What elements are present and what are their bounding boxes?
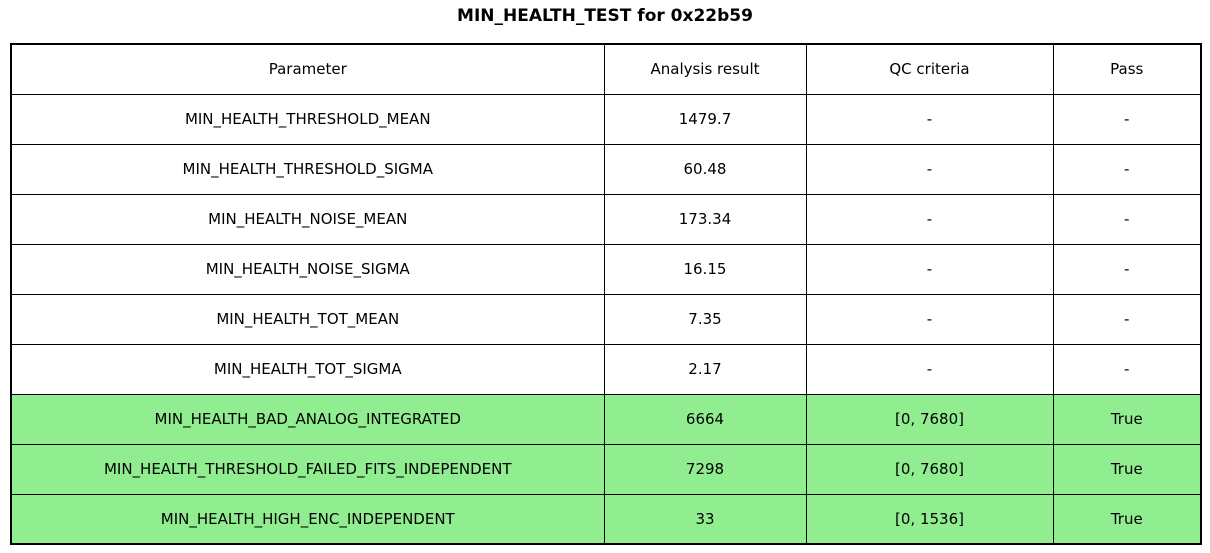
table-row: MIN_HEALTH_THRESHOLD_MEAN 1479.7- -: [10, 93, 1202, 145]
table-cell: True: [1052, 443, 1202, 495]
table-row: MIN_HEALTH_TOT_SIGMA 2.17- -: [10, 343, 1202, 395]
table-cell: MIN_HEALTH_THRESHOLD_MEAN: [10, 93, 605, 145]
table-cell: MIN_HEALTH_THRESHOLD_SIGMA: [10, 143, 605, 195]
table-header-row: Parameter Analysis result QC criteria Pa…: [10, 43, 1202, 95]
table-cell: MIN_HEALTH_NOISE_MEAN: [10, 193, 605, 245]
table-cell: 173.34: [603, 193, 807, 245]
table-row: MIN_HEALTH_HIGH_ENC_INDEPENDENT 33 [0, 153…: [10, 493, 1202, 545]
table-cell: -: [805, 343, 1054, 395]
table-cell: True: [1052, 393, 1202, 445]
table-cell: MIN_HEALTH_HIGH_ENC_INDEPENDENT: [10, 493, 605, 545]
column-header-qc-criteria: QC criteria: [805, 43, 1054, 95]
table-cell: -: [1052, 243, 1202, 295]
table-cell: MIN_HEALTH_TOT_SIGMA: [10, 343, 605, 395]
table-cell: MIN_HEALTH_NOISE_SIGMA: [10, 243, 605, 295]
column-header-pass: Pass: [1052, 43, 1202, 95]
table-row: MIN_HEALTH_TOT_MEAN 7.35- -: [10, 293, 1202, 345]
column-header-analysis-result: Analysis result: [603, 43, 807, 95]
table-cell: -: [1052, 143, 1202, 195]
table-cell: -: [805, 193, 1054, 245]
table-cell: 6664: [603, 393, 807, 445]
table-cell: -: [805, 293, 1054, 345]
table-row: MIN_HEALTH_THRESHOLD_SIGMA 60.48- -: [10, 143, 1202, 195]
table-row: MIN_HEALTH_NOISE_SIGMA 16.15- -: [10, 243, 1202, 295]
table-cell: [0, 7680]: [805, 443, 1054, 495]
table-cell: 7298: [603, 443, 807, 495]
qc-table: Parameter Analysis result QC criteria Pa…: [10, 43, 1202, 545]
table-row: MIN_HEALTH_BAD_ANALOG_INTEGRATED 6664 [0, …: [10, 393, 1202, 445]
table-cell: -: [1052, 343, 1202, 395]
page-title: MIN_HEALTH_TEST for 0x22b59: [457, 6, 753, 26]
table-cell: MIN_HEALTH_TOT_MEAN: [10, 293, 605, 345]
table-cell: True: [1052, 493, 1202, 545]
table-cell: 2.17: [603, 343, 807, 395]
table-cell: 60.48: [603, 143, 807, 195]
table-cell: 1479.7: [603, 93, 807, 145]
table-cell: MIN_HEALTH_BAD_ANALOG_INTEGRATED: [10, 393, 605, 445]
table-cell: -: [1052, 293, 1202, 345]
table-cell: -: [1052, 193, 1202, 245]
table-body: MIN_HEALTH_THRESHOLD_MEAN 1479.7- - MIN_HEA…: [10, 93, 1202, 545]
column-header-parameter: Parameter: [10, 43, 605, 95]
table-cell: MIN_HEALTH_THRESHOLD_FAILED_FITS_INDEPEN…: [10, 443, 605, 495]
table-row: MIN_HEALTH_NOISE_MEAN 173.34- -: [10, 193, 1202, 245]
table-cell: [0, 7680]: [805, 393, 1054, 445]
table-cell: [0, 1536]: [805, 493, 1054, 545]
table-cell: 16.15: [603, 243, 807, 295]
table-cell: 7.35: [603, 293, 807, 345]
table-cell: -: [1052, 93, 1202, 145]
table-cell: 33: [603, 493, 807, 545]
table-row: MIN_HEALTH_THRESHOLD_FAILED_FITS_INDEPEN…: [10, 443, 1202, 495]
table-cell: -: [805, 243, 1054, 295]
table-cell: -: [805, 93, 1054, 145]
table-cell: -: [805, 143, 1054, 195]
